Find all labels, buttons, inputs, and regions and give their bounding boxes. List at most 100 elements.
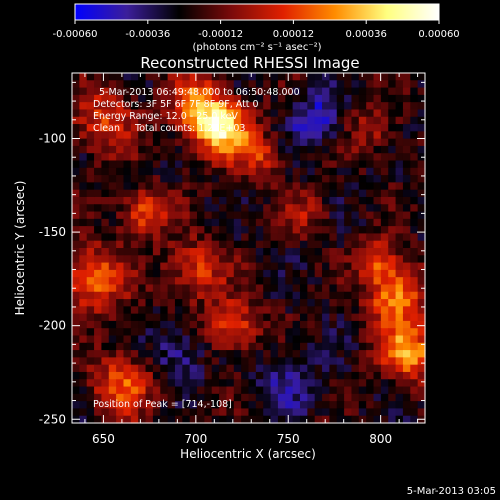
heatmap-cell: [299, 401, 308, 410]
heatmap-cell: [373, 284, 382, 293]
heatmap-cell: [358, 145, 367, 154]
heatmap-cell: [108, 248, 117, 256]
heatmap-cell: [138, 196, 147, 205]
heatmap-cell: [204, 328, 213, 337]
heatmap-cell: [204, 233, 213, 242]
heatmap-cell: [108, 226, 117, 235]
heatmap-cell: [101, 94, 110, 103]
heatmap-cell: [226, 167, 235, 176]
heatmap-cell: [79, 233, 88, 242]
heatmap-cell: [270, 153, 279, 162]
heatmap-cell: [145, 175, 154, 183]
x-tick-label: 750: [277, 432, 300, 446]
heatmap-cell: [72, 342, 80, 351]
heatmap-cell: [138, 313, 147, 322]
heatmap-cell: [380, 167, 389, 176]
heatmap-cell: [248, 233, 257, 242]
heatmap-cell: [241, 240, 250, 249]
heatmap-cell: [79, 116, 88, 125]
heatmap-cell: [152, 408, 161, 417]
heatmap-cell: [329, 262, 338, 271]
heatmap-cell: [138, 291, 147, 300]
heatmap-cell: [72, 131, 80, 140]
heatmap-cell: [116, 80, 125, 89]
heatmap-cell: [167, 240, 176, 249]
heatmap-cell: [197, 138, 205, 147]
heatmap-cell: [417, 175, 426, 183]
heatmap-cell: [388, 211, 397, 220]
heatmap-cell: [351, 269, 360, 278]
heatmap-cell: [145, 364, 154, 373]
heatmap-cell: [248, 94, 257, 103]
heatmap-cell: [358, 386, 367, 395]
heatmap-cell: [299, 320, 308, 329]
heatmap-cell: [263, 138, 272, 147]
heatmap-cell: [189, 415, 198, 424]
heatmap-cell: [108, 306, 117, 315]
heatmap-cell: [307, 116, 316, 125]
heatmap-cell: [410, 160, 419, 169]
heatmap-cell: [395, 401, 404, 410]
heatmap-cell: [314, 167, 323, 176]
heatmap-cell: [366, 211, 375, 220]
heatmap-cell: [299, 306, 308, 315]
heatmap-cell: [152, 306, 161, 315]
heatmap-cell: [277, 131, 286, 140]
heatmap-cell: [380, 218, 389, 227]
heatmap-cell: [292, 328, 301, 337]
heatmap-cell: [204, 269, 213, 278]
heatmap-cell: [211, 248, 220, 256]
heatmap-cell: [174, 182, 183, 191]
heatmap-cell: [314, 226, 323, 235]
heatmap-cell: [174, 153, 183, 162]
heatmap-cell: [299, 211, 308, 220]
heatmap-cell: [219, 94, 228, 103]
heatmap-cell: [152, 277, 161, 286]
heatmap-cell: [307, 218, 316, 227]
heatmap-cell: [116, 218, 125, 227]
heatmap-cell: [351, 401, 360, 410]
heatmap-cell: [116, 401, 125, 410]
heatmap-cell: [138, 167, 147, 176]
heatmap-cell: [130, 284, 139, 293]
heatmap-cell: [299, 218, 308, 227]
heatmap-cell: [182, 211, 191, 220]
heatmap-cell: [86, 204, 95, 213]
heatmap-cell: [263, 153, 272, 162]
heatmap-cell: [241, 335, 250, 344]
heatmap-cell: [204, 167, 213, 176]
heatmap-cell: [314, 350, 323, 358]
heatmap-cell: [270, 313, 279, 322]
heatmap-cell: [167, 357, 176, 366]
heatmap-cell: [189, 153, 198, 162]
heatmap-cell: [219, 124, 228, 132]
heatmap-cell: [145, 145, 154, 154]
heatmap-cell: [167, 277, 176, 286]
heatmap-cell: [277, 262, 286, 271]
heatmap-cell: [138, 401, 147, 410]
heatmap-cell: [197, 350, 205, 358]
heatmap-cell: [211, 87, 220, 96]
heatmap-cell: [101, 364, 110, 373]
heatmap-cell: [174, 189, 183, 198]
heatmap-cell: [263, 124, 272, 132]
heatmap-cell: [322, 80, 330, 89]
heatmap-cell: [307, 415, 316, 424]
heatmap-cell: [233, 320, 242, 329]
heatmap-cell: [336, 284, 345, 293]
heatmap-cell: [270, 277, 279, 286]
heatmap-cell: [402, 313, 411, 322]
heatmap-cell: [307, 393, 316, 402]
heatmap-cell: [226, 109, 235, 118]
heatmap-cell: [402, 94, 411, 103]
heatmap-cell: [182, 371, 191, 380]
heatmap-cell: [72, 306, 80, 315]
heatmap-cell: [123, 138, 132, 147]
heatmap-cell: [285, 226, 294, 235]
heatmap-cell: [388, 87, 397, 96]
heatmap-cell: [86, 350, 95, 358]
heatmap-cell: [145, 116, 154, 125]
heatmap-cell: [366, 226, 375, 235]
heatmap-cell: [101, 182, 110, 191]
heatmap-cell: [211, 408, 220, 417]
